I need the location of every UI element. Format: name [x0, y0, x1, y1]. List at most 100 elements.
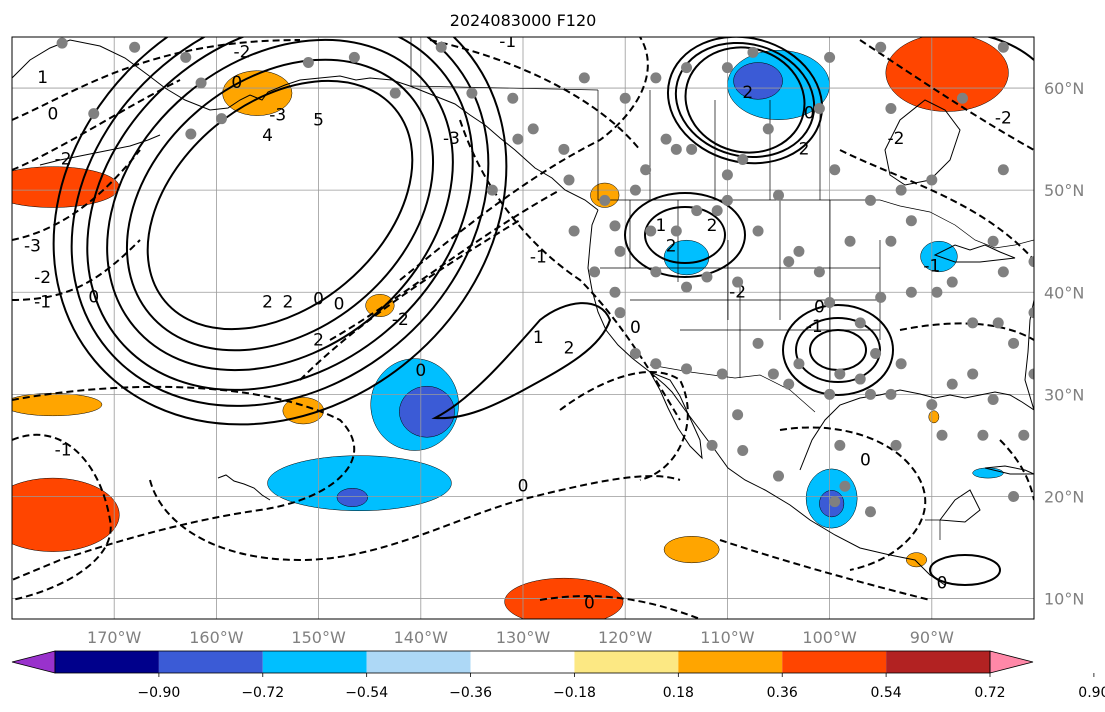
contour-negative-13 [859, 39, 1034, 151]
station-marker-89 [650, 266, 662, 278]
contour-label-2: -3 [269, 106, 286, 126]
contour-negative-2 [12, 149, 141, 241]
station-marker-39 [486, 184, 498, 196]
contour-label-10: -3 [443, 129, 460, 149]
contour-ne [985, 37, 1034, 61]
station-marker-4 [88, 108, 100, 120]
station-marker-78 [767, 368, 779, 380]
colorbar [11, 650, 1034, 674]
lon-tick-1: 160°W [189, 628, 244, 647]
station-marker-92 [732, 276, 744, 288]
us-state-lines [600, 200, 881, 380]
colorbar-label-7: 0.54 [871, 685, 902, 701]
station-marker-116 [640, 164, 652, 176]
colorbar-segment-2 [262, 651, 367, 673]
us-canada-border [598, 199, 1034, 249]
lon-tick-5: 120°W [598, 628, 653, 647]
contour-negative-18 [539, 595, 701, 619]
lat-tick-5: 10°N [1044, 590, 1084, 609]
contour-label-28: 0 [804, 104, 815, 124]
station-marker-29 [670, 143, 682, 155]
station-marker-87 [568, 225, 580, 237]
station-marker-42 [599, 194, 611, 206]
colorbar-segment-6 [678, 651, 783, 673]
station-marker-49 [752, 225, 764, 237]
shaded-region-3 [282, 397, 324, 425]
lon-tick-7: 100°W [802, 628, 857, 647]
station-marker-40 [512, 133, 524, 145]
contour-label-15: 0 [313, 289, 324, 309]
station-marker-75 [895, 358, 907, 370]
station-marker-81 [681, 363, 693, 375]
station-marker-35 [895, 184, 907, 196]
station-marker-30 [660, 133, 672, 145]
station-marker-14 [619, 92, 631, 104]
contour-bc-2 [684, 46, 806, 154]
station-marker-112 [1039, 532, 1050, 543]
contour-label-27: 2 [707, 216, 718, 236]
station-marker-72 [885, 388, 897, 400]
station-marker-9 [389, 87, 401, 99]
contour-label-13: 2 [262, 292, 273, 312]
hawaii-chain [217, 474, 271, 501]
station-marker-70 [987, 393, 999, 405]
shaded-region-8 [885, 37, 1009, 112]
station-marker-20 [875, 41, 887, 53]
contour-label-0: 0 [47, 105, 58, 125]
station-marker-45 [609, 220, 621, 232]
station-marker-105 [839, 480, 851, 492]
colorbar-segment-7 [782, 651, 887, 673]
shaded-region-21 [399, 385, 455, 438]
station-marker-102 [706, 439, 718, 451]
station-marker-101 [737, 445, 749, 457]
station-marker-16 [681, 62, 693, 74]
station-marker-27 [721, 169, 733, 181]
contour-label-38: 0 [860, 451, 871, 471]
contour-label-37: 0 [814, 298, 825, 318]
contour-negative-17 [719, 539, 931, 601]
station-marker-2 [180, 51, 192, 63]
station-marker-22 [956, 92, 968, 104]
shaded-region-6 [504, 577, 624, 619]
station-marker-6 [216, 113, 228, 125]
contour-label-26: 2 [742, 83, 753, 103]
contour-high-2 [106, 38, 454, 372]
station-marker-100 [732, 409, 744, 421]
colorbar-label-8: 0.72 [974, 685, 1005, 701]
contour-label-39: 0 [937, 573, 948, 593]
contour-negative-8 [329, 189, 561, 341]
station-marker-93 [783, 256, 795, 268]
lon-tick-labels: 170°W 160°W 150°W 140°W 130°W 120°W 110°W 100°W… [87, 628, 954, 647]
contour-label-31: -2 [995, 109, 1012, 129]
contour-negative-9 [299, 219, 521, 381]
station-marker-5 [185, 128, 197, 140]
contour-negative-19 [999, 439, 1034, 501]
station-marker-60 [987, 235, 999, 247]
contour-nw-1 [644, 206, 726, 264]
colorbar-segment-5 [574, 651, 679, 673]
colorbar-outline [54, 650, 991, 674]
contour-label-36: -1 [806, 317, 823, 337]
contour-label-30: -2 [888, 129, 905, 149]
contour-label-17: 2 [313, 330, 324, 350]
contour-negative-14 [839, 149, 1034, 261]
lat-tick-1: 50°N [1044, 181, 1084, 200]
contour-label-21: 2 [564, 338, 575, 358]
lon-tick-4: 130°W [496, 628, 551, 647]
colorbar-extend-min [11, 650, 56, 674]
station-marker-111 [1008, 490, 1020, 502]
aleutian-islands [39, 134, 161, 166]
contour-high-1 [125, 58, 435, 352]
lon-tick-2: 150°W [291, 628, 346, 647]
station-marker-73 [926, 399, 938, 411]
station-marker-99 [783, 378, 795, 390]
shaded-region-19 [267, 455, 452, 512]
station-marker-90 [681, 281, 693, 293]
station-marker-17 [721, 62, 733, 74]
station-marker-3 [195, 77, 207, 89]
contour-negative-3 [12, 239, 141, 301]
station-marker-48 [711, 205, 723, 217]
station-marker-8 [348, 51, 360, 63]
gridlines [12, 37, 1034, 619]
contour-central-america [929, 554, 1001, 586]
